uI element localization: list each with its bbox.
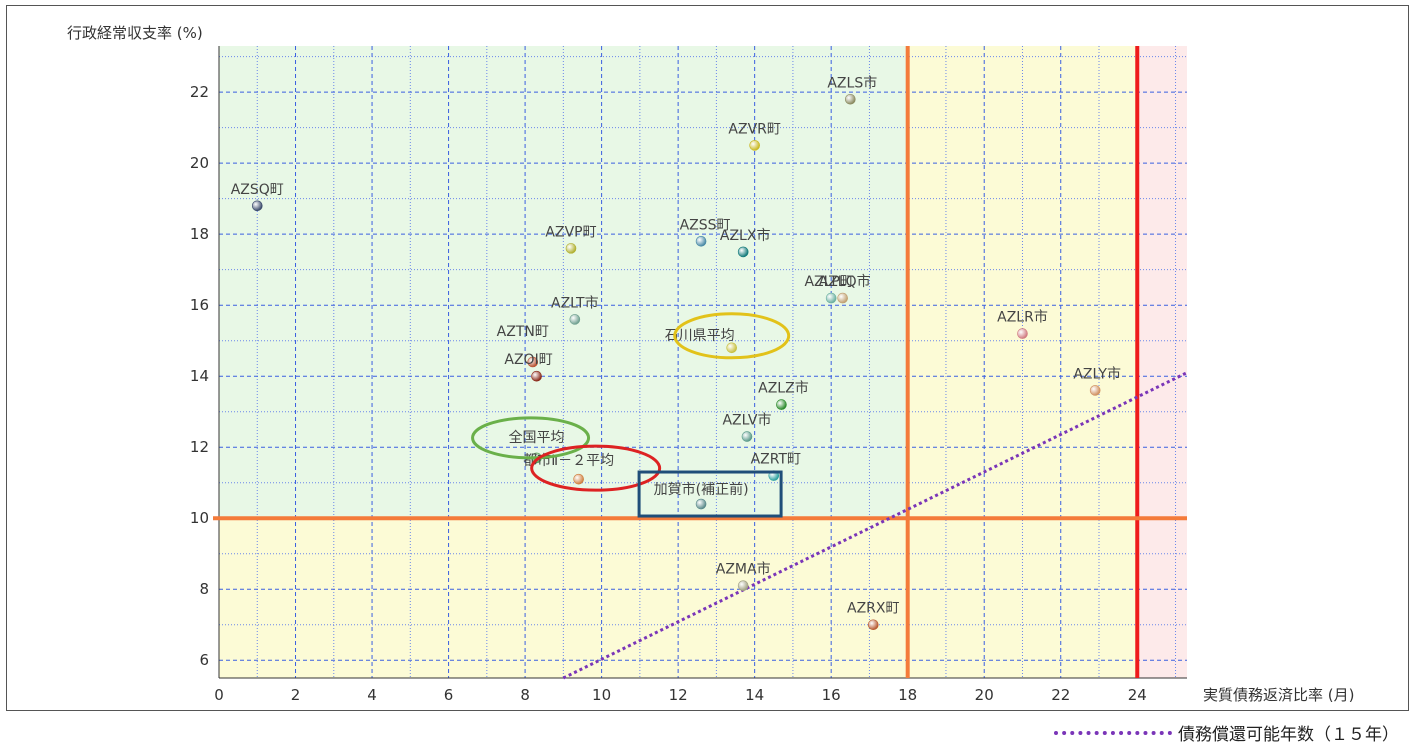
data-point — [845, 93, 856, 105]
x-tick-label: 10 — [592, 686, 611, 704]
data-label: AZLQ市 — [819, 273, 871, 290]
data-point — [531, 370, 542, 382]
highlight-shapes — [471, 312, 791, 518]
debt-repayment-line — [562, 371, 1188, 680]
data-label: AZOI町 — [504, 352, 552, 368]
legend: 債務償還可能年数（１５年） — [1054, 720, 1399, 745]
y-tick-label: 18 — [190, 225, 209, 243]
data-point — [776, 399, 787, 410]
reference-lines — [213, 46, 1187, 678]
highlight-city-average — [530, 444, 662, 492]
data-label: 加賀市(補正前) — [654, 481, 749, 498]
x-tick-label: 14 — [745, 686, 764, 704]
data-label: AZSS町 — [680, 217, 731, 233]
legend-dotted-line — [1054, 730, 1172, 735]
data-point — [867, 619, 879, 631]
data-label: AZLZ市 — [758, 380, 809, 397]
y-tick-label: 10 — [190, 509, 209, 527]
data-label: AZLT市 — [551, 294, 599, 311]
x-tick-label: 6 — [444, 686, 454, 704]
data-label: AZLX市 — [720, 227, 771, 244]
data-label: AZRT町 — [751, 452, 801, 468]
data-points — [251, 93, 1101, 631]
data-label: AZLS市 — [827, 74, 877, 91]
data-point — [726, 342, 737, 354]
y-tick-label: 6 — [199, 651, 209, 669]
x-tick-label: 0 — [214, 686, 224, 704]
data-label: AZVP町 — [545, 224, 596, 240]
data-point — [737, 246, 749, 258]
diagonal-dotted-line — [562, 371, 1188, 680]
y-tick-label: 8 — [199, 580, 209, 598]
x-axis-title: 実質債務返済比率 (月) — [1203, 686, 1354, 704]
data-label: AZMA市 — [716, 561, 771, 578]
data-point — [695, 498, 707, 510]
data-label: AZTN町 — [497, 324, 549, 340]
data-point — [527, 356, 539, 368]
highlight-kaga-city — [637, 470, 783, 518]
data-point — [737, 580, 749, 591]
zone-pink — [1137, 46, 1187, 678]
x-tick-label: 16 — [822, 686, 841, 704]
y-axis-title: 行政経常収支率 (%) — [67, 24, 203, 42]
data-label: AZLV市 — [722, 412, 771, 429]
y-tick-label: 22 — [190, 83, 209, 101]
y-tick-label: 16 — [190, 296, 209, 314]
data-label: AZRX町 — [847, 601, 900, 617]
data-label: 全国平均 — [509, 429, 565, 446]
data-point — [695, 235, 707, 247]
data-label: AZSQ町 — [231, 182, 284, 198]
x-tick-label: 4 — [367, 686, 377, 704]
highlight-national-average — [471, 416, 591, 460]
data-point — [569, 314, 581, 325]
data-point — [741, 431, 753, 442]
y-tick-label: 20 — [190, 154, 209, 172]
x-tick-label: 22 — [1051, 686, 1070, 704]
x-tick-label: 24 — [1128, 686, 1147, 704]
x-tick-label: 20 — [975, 686, 994, 704]
data-point — [825, 292, 837, 304]
data-point — [1017, 328, 1028, 339]
data-point — [837, 292, 848, 304]
x-tick-label: 12 — [669, 686, 688, 704]
x-tick-label: 8 — [520, 686, 530, 704]
x-tick-label: 2 — [291, 686, 301, 704]
data-label: AZLY市 — [1073, 365, 1121, 382]
data-point — [749, 140, 760, 151]
chart-frame: 0 2 4 6 8 10 12 14 16 18 20 22 24 6 8 10 12 14 16 18 20 22 AZ… — [6, 5, 1409, 711]
y-tick-label: 14 — [190, 367, 209, 385]
data-label: 石川県平均 — [665, 328, 735, 344]
data-label: AZLP町 — [804, 274, 853, 290]
x-tick-label: 18 — [898, 686, 917, 704]
y-tick-label: 12 — [190, 438, 209, 456]
data-point — [565, 243, 577, 254]
data-point — [251, 200, 263, 212]
highlight-prefecture-average — [673, 312, 791, 360]
data-label: AZLR市 — [997, 309, 1048, 326]
zone-backgrounds — [219, 46, 1187, 678]
data-label: AZVR町 — [728, 121, 780, 137]
legend-label: 債務償還可能年数（１５年） — [1178, 725, 1399, 745]
data-point — [573, 473, 584, 485]
data-point — [1089, 385, 1101, 396]
